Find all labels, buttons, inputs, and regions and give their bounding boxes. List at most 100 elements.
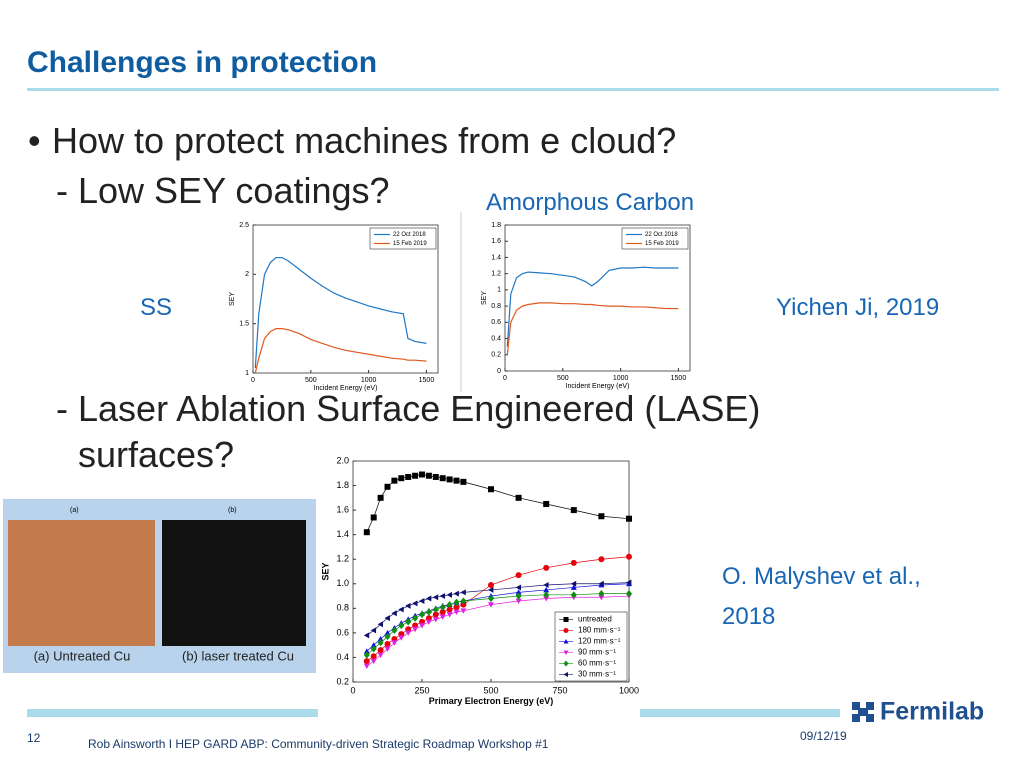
marker [405, 473, 412, 480]
marker [488, 602, 494, 608]
photo-label: (a) [70, 507, 79, 514]
marker [412, 614, 419, 622]
marker [384, 646, 391, 652]
marker [377, 621, 383, 628]
x-tick-label: 1000 [613, 375, 629, 382]
page-number: 12 [27, 731, 41, 745]
marker [432, 473, 439, 480]
x-axis-label: Incident Energy (eV) [314, 385, 378, 392]
y-tick-label: 0.2 [491, 352, 501, 359]
marker [377, 639, 384, 647]
marker [398, 621, 405, 630]
marker [453, 609, 460, 616]
marker [363, 632, 370, 639]
marker [370, 514, 377, 521]
marker [570, 591, 577, 599]
photo-label: (b) [228, 507, 237, 514]
marker [460, 597, 467, 605]
x-tick-label: 500 [483, 685, 498, 695]
x-tick-label: 1500 [419, 377, 435, 384]
marker [543, 586, 550, 593]
logo-mark [852, 702, 874, 722]
marker [563, 672, 568, 677]
marker [453, 590, 459, 597]
marker [398, 635, 405, 641]
y-tick-label: 0 [497, 368, 501, 375]
marker [563, 650, 569, 655]
x-tick-label: 0 [350, 685, 355, 695]
marker [439, 475, 446, 482]
y-tick-label: 1 [245, 370, 249, 377]
marker [412, 472, 419, 479]
marker [384, 483, 391, 490]
marker [446, 612, 453, 618]
legend-label: 30 mm·s⁻¹ [578, 670, 616, 679]
footer-text: Rob Ainsworth I HEP GARD ABP: Community-… [88, 737, 549, 751]
marker [363, 651, 370, 659]
series-line [254, 328, 427, 374]
footer-date: 09/12/19 [800, 729, 847, 743]
marker [370, 658, 377, 665]
marker [626, 553, 632, 560]
marker [384, 640, 391, 647]
photo-caption: (b) laser treated Cu [182, 648, 294, 663]
marker [598, 590, 605, 598]
legend-label: 90 mm·s⁻¹ [578, 648, 616, 657]
marker [377, 652, 384, 658]
x-axis-label: Primary Electron Energy (eV) [429, 696, 554, 706]
y-tick-label: 1.4 [336, 529, 349, 539]
marker [439, 609, 446, 616]
y-axis-label: SEY [320, 562, 330, 580]
y-axis-label: SEY [481, 291, 488, 305]
copper-sample [8, 520, 155, 646]
marker [370, 645, 377, 653]
annotation: Yichen Ji, 2019 [776, 294, 940, 321]
y-tick-label: 2 [245, 271, 249, 278]
legend-label: 22 Oct 2018 [645, 232, 678, 238]
y-axis-label: SEY [229, 292, 236, 306]
marker [563, 639, 569, 644]
series-line [506, 266, 679, 347]
sub-item: Low SEY coatings? [56, 168, 390, 214]
marker [384, 615, 390, 622]
marker [425, 608, 432, 616]
y-tick-label: 0.8 [491, 303, 501, 310]
marker [370, 642, 377, 648]
marker [446, 591, 452, 598]
marker [419, 610, 425, 619]
marker [405, 602, 411, 609]
marker [370, 653, 377, 660]
marker [405, 618, 412, 626]
marker [543, 582, 549, 589]
x-tick-label: 0 [503, 375, 507, 382]
marker [419, 623, 425, 629]
legend-box [554, 611, 628, 682]
marker [598, 580, 604, 587]
marker [543, 564, 550, 571]
marker [377, 494, 384, 501]
marker [398, 475, 405, 482]
marker [626, 590, 632, 598]
marker [439, 614, 446, 620]
marker [412, 626, 419, 633]
marker [570, 584, 577, 590]
y-tick-label: 2.0 [336, 455, 349, 465]
y-tick-label: 0.6 [336, 627, 349, 637]
legend-label: 15 Feb 2019 [393, 241, 427, 247]
legend-label: 120 mm·s⁻¹ [578, 637, 621, 646]
x-tick-label: 500 [305, 377, 317, 384]
marker [432, 611, 439, 618]
marker [425, 472, 432, 479]
marker [453, 477, 460, 484]
marker [515, 598, 522, 604]
annotation: O. Malyshev et al., 2018 [722, 563, 921, 630]
marker [384, 632, 391, 641]
marker [363, 529, 370, 536]
slide-title: Challenges in protection [27, 46, 378, 79]
y-tick-label: 1.0 [336, 578, 349, 588]
y-tick-label: 1.6 [336, 504, 349, 514]
legend-label: untreated [578, 615, 612, 624]
marker [370, 627, 377, 634]
marker [543, 591, 550, 599]
x-tick-label: 1500 [671, 375, 687, 382]
